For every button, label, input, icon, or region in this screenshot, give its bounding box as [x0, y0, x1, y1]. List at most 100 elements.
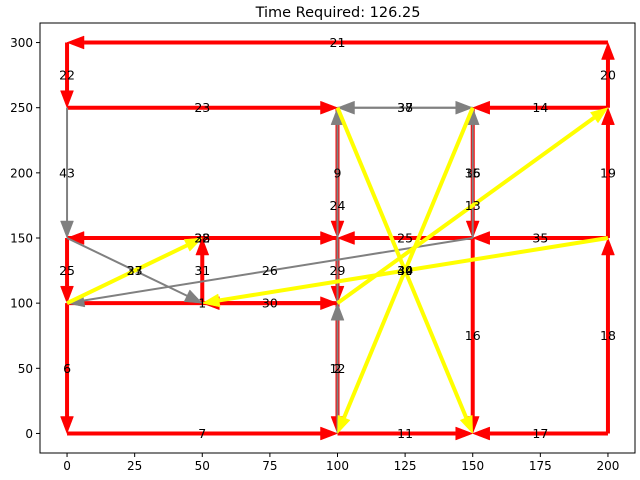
- edge-arrowhead: [320, 100, 339, 115]
- edge-label: 7: [198, 426, 206, 441]
- edge-red: [67, 100, 339, 115]
- x-tick-label: 0: [63, 459, 71, 473]
- edge-arrowhead: [336, 231, 355, 245]
- edge-label: 16: [465, 328, 481, 343]
- y-tick-label: 0: [25, 427, 33, 441]
- edge-label: 24: [330, 198, 346, 213]
- edge-red: [601, 106, 615, 238]
- edge-red: [472, 426, 608, 441]
- edge-label: 29: [330, 263, 346, 278]
- edge-arrowhead: [601, 237, 615, 256]
- edge-arrowhead: [320, 426, 339, 441]
- edge-yellow: [335, 106, 473, 435]
- edge-red: [472, 100, 608, 115]
- edge-yellow: [337, 106, 475, 435]
- edge-label: 21: [330, 35, 346, 50]
- edge-arrowhead: [337, 414, 351, 435]
- edge-arrowhead: [472, 426, 490, 441]
- edge-line: [83, 237, 473, 302]
- x-axis: 0 25 50 75 100 125 150 175 200: [63, 453, 619, 473]
- edge-label: 15: [465, 165, 481, 180]
- edge-yellow: [66, 237, 203, 305]
- edge-red: [472, 231, 608, 245]
- edge-label: 23: [194, 100, 210, 115]
- x-tick-label: 200: [597, 459, 620, 473]
- edge-red: [60, 238, 74, 304]
- x-tick-label: 125: [394, 459, 417, 473]
- y-tick-label: 300: [10, 36, 33, 50]
- edge-red: [601, 237, 615, 434]
- edge-label: 22: [59, 68, 75, 83]
- edges-layer: [60, 35, 615, 441]
- edge-label: 30: [262, 296, 278, 311]
- edge-label: 25: [59, 263, 75, 278]
- y-tick-label: 200: [10, 166, 33, 180]
- edge-label: 39: [397, 263, 413, 278]
- edge-label: 1: [198, 296, 206, 311]
- edge-line: [342, 106, 475, 419]
- edge-arrowhead: [459, 414, 473, 435]
- edge-arrowhead: [601, 41, 615, 60]
- x-tick-label: 150: [461, 459, 484, 473]
- edge-label: 6: [63, 361, 71, 376]
- x-tick-label: 75: [262, 459, 277, 473]
- edge-label: 26: [262, 263, 278, 278]
- edge-label: 34: [397, 263, 413, 278]
- edge-label: 12: [330, 361, 346, 376]
- edge-arrowhead: [472, 231, 490, 245]
- edge-arrowhead: [60, 220, 74, 239]
- edge-red: [601, 41, 615, 108]
- edge-arrowhead: [589, 107, 609, 124]
- edge-label: 2: [334, 361, 342, 376]
- edge-line: [335, 106, 469, 419]
- edge-gray: [330, 302, 345, 434]
- edge-label: 28: [194, 231, 210, 246]
- edge-red: [67, 426, 339, 441]
- edge-label: 17: [532, 426, 548, 441]
- edge-arrowhead: [183, 289, 203, 304]
- y-axis: 0 50 100 150 200 250 300: [10, 36, 40, 441]
- edge-label: 11: [397, 426, 413, 441]
- y-tick-label: 50: [18, 362, 33, 376]
- edge-red: [337, 426, 474, 441]
- edge-arrowhead: [183, 237, 203, 252]
- edge-label: 32: [194, 231, 210, 246]
- edge-gray: [60, 107, 74, 239]
- edge-label: 40: [397, 263, 413, 278]
- y-tick-label: 150: [10, 232, 33, 246]
- edge-label: 38: [397, 100, 413, 115]
- edge-label: 9: [334, 165, 342, 180]
- edge-label: 31: [194, 263, 210, 278]
- edge-arrowhead: [60, 285, 74, 304]
- edge-arrowhead: [66, 35, 85, 50]
- edge-red: [60, 42, 74, 109]
- x-tick-label: 175: [529, 459, 552, 473]
- edge-label: 25: [397, 231, 413, 246]
- chart-title: Time Required: 126.25: [255, 5, 421, 21]
- edge-arrowhead: [601, 106, 615, 125]
- edge-label: 36: [465, 165, 481, 180]
- edge-arrowhead: [330, 302, 345, 321]
- edge-label: 18: [600, 328, 616, 343]
- x-tick-label: 50: [195, 459, 210, 473]
- edge-line: [336, 116, 596, 305]
- edge-arrowhead: [455, 426, 474, 441]
- edge-arrowhead: [60, 416, 74, 435]
- edge-line: [66, 243, 188, 305]
- edge-red: [66, 35, 608, 50]
- edge-arrowhead: [60, 90, 74, 109]
- y-tick-label: 250: [10, 101, 33, 115]
- edge-yellow: [336, 107, 609, 305]
- edge-label: 27: [127, 263, 143, 278]
- edge-red: [336, 231, 473, 245]
- x-tick-label: 100: [326, 459, 349, 473]
- edge-arrowhead: [472, 100, 490, 115]
- edge-red: [195, 237, 210, 304]
- edge-label: 14: [532, 100, 548, 115]
- y-tick-label: 100: [10, 297, 33, 311]
- edge-label: 20: [600, 68, 616, 83]
- edge-label: 43: [59, 165, 75, 180]
